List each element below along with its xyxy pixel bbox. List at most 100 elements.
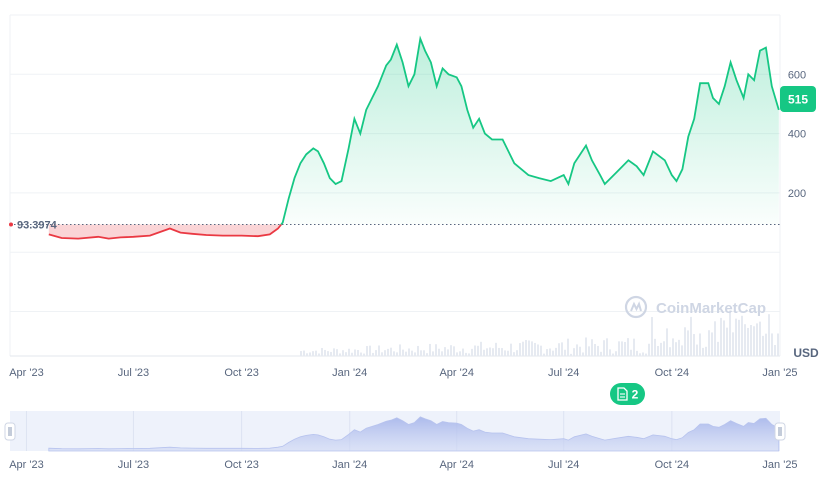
volume-bar	[345, 352, 347, 356]
navigator-right-handle[interactable]	[775, 423, 785, 440]
volume-bar	[465, 353, 467, 356]
volume-bar	[576, 344, 578, 356]
volume-bar	[735, 319, 737, 356]
volume-bar	[417, 346, 419, 356]
volume-bars	[300, 310, 779, 356]
volume-bar	[552, 351, 554, 356]
volume-bar	[606, 338, 608, 356]
baseline-marker	[9, 223, 13, 227]
navigator-tick-label: Jul '23	[118, 459, 149, 471]
volume-bar	[564, 350, 566, 356]
volume-bar	[423, 350, 425, 356]
volume-bar	[630, 350, 632, 356]
volume-bar	[777, 334, 779, 356]
volume-bar	[501, 348, 503, 356]
volume-bar	[312, 351, 314, 356]
volume-bar	[432, 351, 434, 356]
volume-bar	[570, 354, 572, 356]
volume-bar	[765, 334, 767, 356]
volume-bar	[750, 325, 752, 356]
x-tick-label: Jan '24	[332, 367, 367, 379]
navigator-tick-label: Jan '24	[332, 459, 367, 471]
volume-bar	[510, 344, 512, 356]
volume-bar	[492, 348, 494, 356]
volume-bar	[486, 348, 488, 356]
volume-bar	[411, 351, 413, 356]
navigator-tick-label: Apr '23	[9, 459, 44, 471]
volume-bar	[774, 345, 776, 356]
volume-bar	[456, 352, 458, 356]
x-tick-label: Jan '25	[762, 367, 797, 379]
volume-bar	[483, 350, 485, 356]
volume-bar	[495, 343, 497, 356]
volume-bar	[642, 352, 644, 356]
volume-bar	[762, 336, 764, 356]
volume-bar	[654, 339, 656, 356]
volume-bar	[384, 350, 386, 356]
volume-bar	[471, 349, 473, 356]
volume-bar	[651, 317, 653, 356]
volume-bar	[459, 351, 461, 356]
volume-bar	[480, 342, 482, 356]
coinmarketcap-watermark: CoinMarketCap	[626, 297, 766, 317]
volume-bar	[315, 351, 317, 356]
volume-bar	[729, 310, 731, 356]
volume-bar	[354, 350, 356, 356]
navigator-left-handle[interactable]	[5, 423, 15, 440]
volume-bar	[477, 346, 479, 356]
volume-bar	[588, 346, 590, 356]
volume-bar	[600, 352, 602, 356]
volume-bar	[402, 350, 404, 356]
volume-bar	[339, 353, 341, 356]
volume-bar	[771, 333, 773, 356]
y-tick-label: 200	[788, 188, 806, 200]
volume-bar	[303, 351, 305, 356]
watermark-text: CoinMarketCap	[656, 300, 766, 317]
volume-bar	[624, 342, 626, 356]
x-tick-label: Jul '24	[548, 367, 579, 379]
volume-bar	[756, 323, 758, 356]
volume-bar	[768, 314, 770, 356]
volume-bar	[723, 320, 725, 356]
volume-bar	[612, 354, 614, 356]
volume-bar	[441, 351, 443, 356]
event-badge[interactable]: 2	[610, 383, 645, 405]
volume-bar	[474, 345, 476, 356]
volume-bar	[717, 342, 719, 356]
volume-bar	[498, 348, 500, 356]
volume-bar	[567, 339, 569, 356]
volume-bar	[666, 328, 668, 356]
volume-bar	[711, 332, 713, 356]
navigator-tick-label: Jul '24	[548, 459, 579, 471]
volume-bar	[528, 341, 530, 356]
volume-bar	[759, 322, 761, 356]
x-tick-label: Apr '23	[9, 367, 44, 379]
volume-bar	[342, 350, 344, 356]
volume-bar	[714, 321, 716, 356]
volume-bar	[705, 347, 707, 356]
volume-bar	[732, 332, 734, 356]
volume-bar	[519, 343, 521, 356]
volume-bar	[351, 353, 353, 356]
volume-bar	[363, 354, 365, 356]
navigator-tick-label: Jan '25	[762, 459, 797, 471]
volume-bar	[507, 351, 509, 356]
volume-bar	[378, 345, 380, 356]
x-tick-label: Jul '23	[118, 367, 149, 379]
volume-bar	[699, 333, 701, 356]
x-tick-label: Oct '24	[655, 367, 690, 379]
volume-bar	[366, 346, 368, 356]
volume-bar	[525, 340, 527, 356]
volume-bar	[747, 328, 749, 356]
volume-bar	[684, 327, 686, 356]
volume-bar	[633, 339, 635, 356]
volume-bar	[540, 346, 542, 356]
volume-bar	[447, 349, 449, 356]
volume-bar	[426, 353, 428, 356]
x-tick-label: Oct '23	[224, 367, 259, 379]
